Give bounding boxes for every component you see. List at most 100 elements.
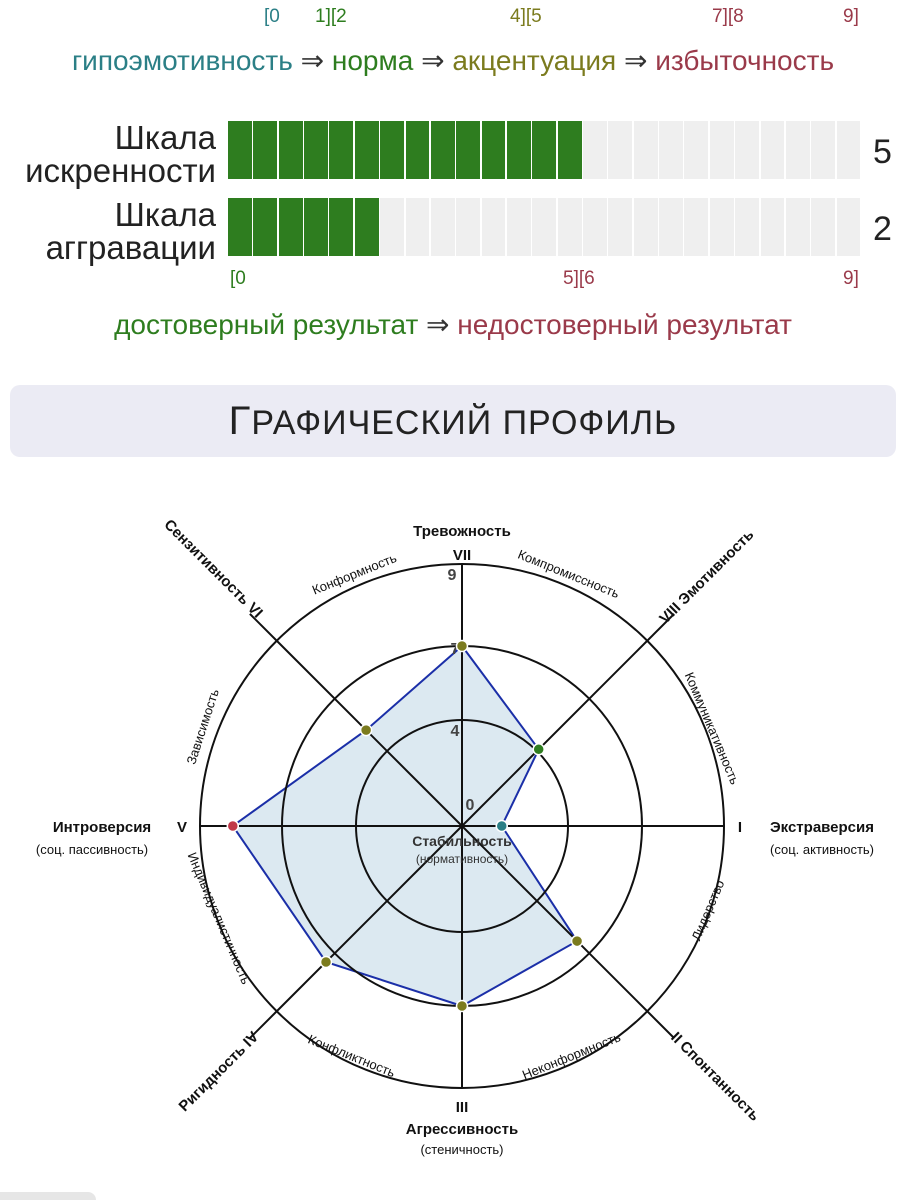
range-label-0: [0 <box>264 6 280 27</box>
range-label-1: 1][2 <box>315 6 347 27</box>
scale-cell <box>633 121 658 179</box>
scale-cell <box>481 121 506 179</box>
legend-excess: избыточность <box>655 45 835 76</box>
legend-norm: норма <box>331 45 414 76</box>
sincerity-scale-label: Шкала искренности <box>25 121 216 187</box>
axis-name-VI: Сензитивность VI <box>161 516 266 621</box>
scale-cell <box>304 121 328 179</box>
scale-cell <box>760 198 785 256</box>
axis-line-IV <box>276 825 463 1012</box>
scale-cell <box>583 198 607 256</box>
scale-cell <box>633 198 658 256</box>
point-V <box>226 819 240 833</box>
point-IV <box>319 955 333 969</box>
scale-cell <box>228 198 252 256</box>
scale-cell <box>456 198 481 256</box>
point-VIII <box>532 743 545 756</box>
ring-label: 0 <box>466 797 475 814</box>
axis-line-II <box>461 825 648 1012</box>
axis-ext-VI <box>249 613 278 642</box>
reliability-range-end: 9] <box>843 268 859 289</box>
ring-label: 7 <box>451 641 460 658</box>
scale-cell <box>532 198 557 256</box>
axis-name-II: II Спонтанность <box>667 1029 763 1125</box>
center-label: Стабильность <box>412 833 512 849</box>
scale-cell <box>811 198 836 256</box>
legend-arrow: ⇒ <box>623 45 648 76</box>
legend-hypo: гипоэмотивность <box>71 45 293 76</box>
point-I <box>495 819 508 833</box>
point-III <box>455 999 469 1013</box>
axis-roman-III: III <box>456 1099 469 1116</box>
range-label-4: 9] <box>843 6 859 27</box>
sincerity-scale-bar <box>228 121 862 179</box>
scale-cell <box>659 198 683 256</box>
scale-cell <box>735 121 760 179</box>
scale-cell <box>684 198 709 256</box>
sincerity-scale-value: 5 <box>873 133 892 171</box>
scale-cell <box>405 121 430 179</box>
reliability-range-mid: 5][6 <box>563 268 595 289</box>
aggravation-scale-bar <box>228 198 862 256</box>
reliability-range-start: [0 <box>230 268 246 289</box>
header-rest: РАФИЧЕСКИЙ ПРОФИЛЬ <box>251 404 678 442</box>
scale-label-line: искренности <box>25 152 216 189</box>
scale-cell <box>405 198 430 256</box>
reliability-legend: достоверный результат ⇒ недостоверный ре… <box>0 308 906 341</box>
scale-cell <box>304 198 328 256</box>
graphic-profile-header: ГРАФИЧЕСКИЙ ПРОФИЛЬ <box>10 385 896 457</box>
scale-cell <box>785 198 810 256</box>
scale-cell <box>506 198 531 256</box>
legend-arrow: ⇒ <box>300 45 325 76</box>
bottom-edge-hint <box>0 1192 96 1200</box>
axis-roman-V: V <box>177 819 187 836</box>
scale-cell <box>354 121 379 179</box>
label-conformity: Конформность <box>310 550 399 598</box>
aggravation-scale-label: Шкала аггравации <box>46 198 216 264</box>
center-sub: (нормативность) <box>416 852 508 866</box>
scale-cell <box>684 121 709 179</box>
scale-cell <box>785 121 810 179</box>
scale-cell <box>709 121 734 179</box>
ring-label: 9 <box>448 567 457 584</box>
scale-cell <box>329 121 354 179</box>
scale-cell <box>253 121 278 179</box>
radar-profile-chart: 0 4 7 9 I Экстраверсия (соц. активность) Интров… <box>36 516 874 1157</box>
scale-cell <box>329 198 354 256</box>
scale-cell <box>430 121 455 179</box>
scale-cell <box>836 198 861 256</box>
label-dependence: Зависимость <box>183 687 222 766</box>
axis-sub-III: (стеничность) <box>420 1142 503 1157</box>
label-communicativeness: Коммуникативность <box>682 670 743 787</box>
legend-reliable: достоверный результат <box>114 309 419 340</box>
point-VII <box>455 639 469 653</box>
scale-label-line: аггравации <box>45 229 216 266</box>
legend-unreliable: недостоверный результат <box>457 309 792 340</box>
axis-ext-IV <box>249 1010 278 1039</box>
axis-name-VIII: VIII Эмотивность <box>656 526 757 627</box>
range-label-2: 4][5 <box>510 6 542 27</box>
scale-cell <box>760 121 785 179</box>
legend-arrow: ⇒ <box>426 309 450 340</box>
scale-cell <box>608 198 633 256</box>
scale-cell <box>659 121 683 179</box>
scale-cell <box>380 121 405 179</box>
scale-cell <box>608 121 633 179</box>
label-nonconformity: Неконформность <box>520 1029 623 1082</box>
scale-cell <box>380 198 405 256</box>
axis-sub-I: (соц. активность) <box>770 842 874 857</box>
axis-name-IV: Ригидность IV <box>176 1029 263 1116</box>
point-VI <box>359 723 373 737</box>
point-II <box>570 934 584 948</box>
header-first-letter: Г <box>228 399 252 443</box>
axis-line-VIII <box>461 640 648 827</box>
scale-label-line: Шкала <box>114 196 216 233</box>
label-leadership: Лидерство <box>688 878 727 943</box>
scale-cell <box>253 198 278 256</box>
axis-name-V: Интроверсия <box>53 819 151 836</box>
emotion-legend: гипоэмотивность ⇒ норма ⇒ акцентуация ⇒ … <box>0 44 906 77</box>
legend-arrow: ⇒ <box>421 45 445 76</box>
axis-roman-I: I <box>738 819 742 836</box>
scale-label-line: Шкала <box>114 119 216 156</box>
scale-cell <box>583 121 607 179</box>
